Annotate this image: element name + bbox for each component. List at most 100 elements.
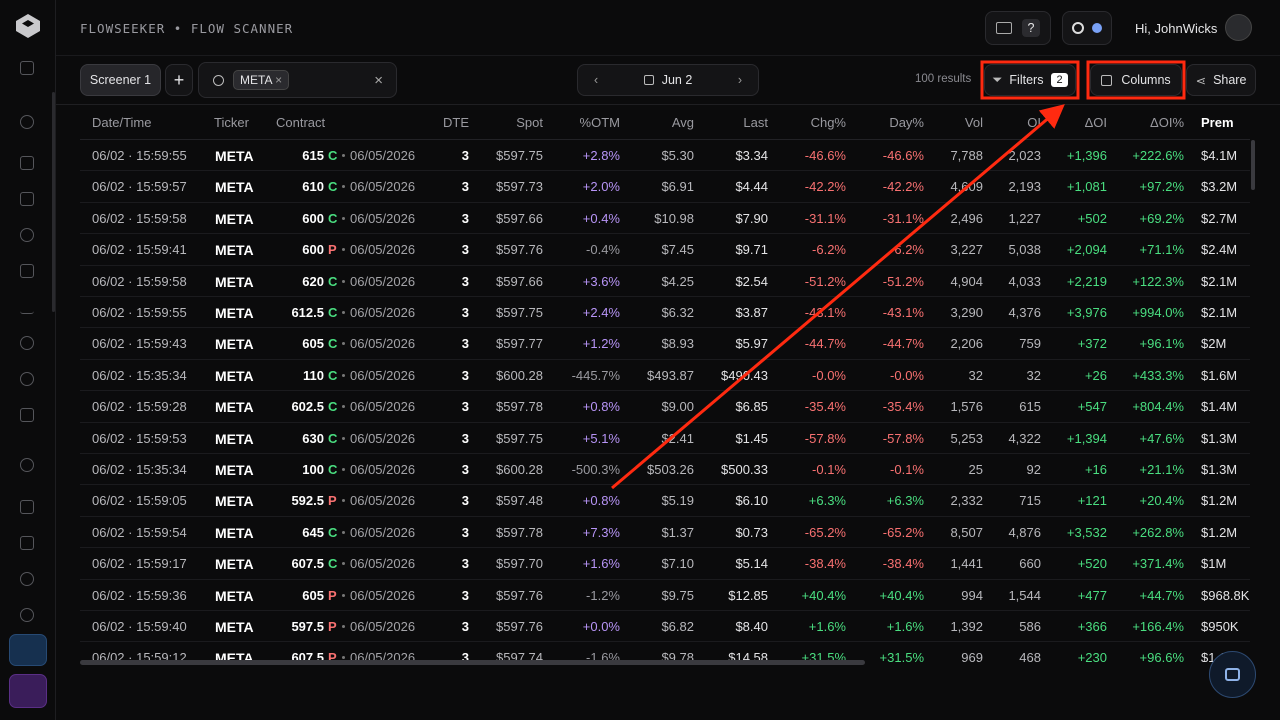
- volume: 32: [968, 367, 983, 383]
- next-date[interactable]: ›: [737, 73, 742, 87]
- filters-button[interactable]: ⏷ Filters 2: [984, 64, 1076, 96]
- sidebar-toggle[interactable]: [20, 61, 34, 75]
- column-header[interactable]: Spot: [516, 115, 543, 130]
- table-row[interactable]: 06/02 · 15:59:54 META 645 C 06/05/2026 3 $597.…: [80, 517, 1250, 549]
- nav-icon[interactable]: [20, 156, 34, 170]
- ticker: META: [215, 399, 254, 416]
- nav-icon[interactable]: [20, 408, 34, 422]
- option-type: P: [328, 493, 337, 509]
- day-chg: -6.2%: [890, 242, 924, 258]
- datetime: 06/02 · 15:59:12: [92, 650, 187, 662]
- column-header[interactable]: Contract: [276, 115, 326, 130]
- expiry: 06/05/2026: [350, 179, 416, 195]
- table-row[interactable]: 06/02 · 15:59:53 META 630 C 06/05/2026 3 $597.…: [80, 423, 1250, 454]
- calendar-icon: [643, 75, 654, 85]
- table-row[interactable]: 06/02 · 15:59:57 META 610 C 06/05/2026 3 $597.…: [80, 171, 1250, 203]
- oi-change: +3,976: [1066, 305, 1107, 320]
- table-row[interactable]: 06/02 · 15:59:58 META 620 C 06/05/2026 3 $597.…: [80, 266, 1250, 297]
- open-interest: 4,376: [1008, 305, 1041, 320]
- option-type: C: [328, 148, 338, 163]
- bot-icon: [1225, 668, 1240, 681]
- nav-icon[interactable]: [20, 336, 34, 350]
- divider: [56, 55, 1280, 56]
- datetime: 06/02 · 15:59:05: [92, 493, 187, 509]
- strike: 620: [302, 273, 324, 289]
- column-header[interactable]: Chg%: [810, 115, 846, 130]
- table-row[interactable]: 06/02 · 15:59:58 META 600 C 06/05/2026 3 $597.…: [80, 203, 1250, 235]
- table-row[interactable]: 06/02 · 15:59:28 META 602.5 C 06/05/2026 3 $59…: [80, 391, 1250, 423]
- table-row[interactable]: 06/02 · 15:59:12 META 607.5 P 06/05/2026 3 $59…: [80, 642, 1250, 662]
- table-row[interactable]: 06/02 · 15:59:55 META 615 C 06/05/2026 3 $597.…: [80, 140, 1250, 172]
- nav-icon[interactable]: [20, 608, 34, 622]
- nav-icon[interactable]: [20, 300, 34, 314]
- open-interest: 32: [1026, 367, 1041, 383]
- column-header[interactable]: Prem: [1201, 115, 1234, 130]
- prev-date[interactable]: ‹: [594, 73, 599, 87]
- table-row[interactable]: 06/02 · 15:59:40 META 597.5 P 06/05/2026 3 $59…: [80, 611, 1250, 643]
- table-row[interactable]: 06/02 · 15:35:34 META 100 C 06/05/2026 3 $600.…: [80, 454, 1250, 486]
- columns-button[interactable]: Columns: [1090, 64, 1182, 96]
- chip-remove[interactable]: ×: [275, 73, 283, 87]
- column-header[interactable]: Day%: [889, 115, 924, 130]
- otm: +0.4%: [582, 210, 620, 226]
- separator-dot: [342, 499, 345, 503]
- oi-change: +520: [1077, 556, 1107, 572]
- column-header[interactable]: Avg: [671, 115, 694, 130]
- share-button[interactable]: ⋖ Share: [1186, 64, 1256, 96]
- dte: 3: [461, 242, 469, 258]
- screener-tab[interactable]: Screener 1: [80, 64, 161, 96]
- clear-search[interactable]: ×: [374, 71, 383, 89]
- day-chg: -57.8%: [882, 430, 924, 446]
- ticker-chip[interactable]: META ×: [233, 70, 290, 90]
- nav-icon[interactable]: [20, 500, 34, 514]
- column-header[interactable]: DTE: [443, 115, 469, 130]
- date-picker[interactable]: ‹ Jun 2 ›: [577, 64, 759, 96]
- last: $6.85: [735, 399, 768, 415]
- nav-icon[interactable]: [20, 115, 34, 129]
- help-button[interactable]: [9, 674, 47, 708]
- nav-icon[interactable]: [20, 536, 34, 550]
- avatar[interactable]: [1225, 14, 1252, 41]
- table-row[interactable]: 06/02 · 15:59:17 META 607.5 C 06/05/2026 3 $59…: [80, 548, 1250, 580]
- nav-icon[interactable]: [20, 572, 34, 586]
- column-header[interactable]: Date/Time: [92, 115, 152, 130]
- column-header[interactable]: Last: [743, 115, 768, 130]
- chg: -35.4%: [804, 399, 846, 415]
- column-header[interactable]: ΔOI%: [1150, 115, 1184, 130]
- nav-icon[interactable]: [20, 264, 34, 278]
- table-row[interactable]: 06/02 · 15:59:41 META 600 P 06/05/2026 3 $597.…: [80, 234, 1250, 266]
- search-box[interactable]: META × ×: [198, 62, 397, 98]
- logo[interactable]: [14, 12, 42, 40]
- table-row[interactable]: 06/02 · 15:59:55 META 612.5 C 06/05/2026 3 $59…: [80, 297, 1250, 329]
- docs-button[interactable]: [9, 634, 47, 666]
- nav-icon[interactable]: [20, 228, 34, 242]
- chg: -51.2%: [804, 273, 846, 289]
- theme-toggle[interactable]: [1062, 11, 1112, 45]
- premium: $2.7M: [1201, 210, 1238, 226]
- datetime: 06/02 · 15:59:40: [92, 619, 187, 634]
- avg: $493.87: [647, 367, 694, 383]
- dte: 3: [461, 367, 469, 383]
- assistant-button[interactable]: [1209, 651, 1256, 698]
- table-row[interactable]: 06/02 · 15:59:05 META 592.5 P 06/05/2026 3 $59…: [80, 485, 1250, 517]
- column-header[interactable]: %OTM: [579, 115, 620, 130]
- strike: 602.5: [291, 399, 324, 415]
- keyboard-help[interactable]: ?: [985, 11, 1051, 45]
- column-header[interactable]: ΔOI: [1084, 115, 1107, 130]
- column-header[interactable]: OI: [1027, 115, 1041, 130]
- nav-icon[interactable]: [20, 192, 34, 206]
- option-type: C: [328, 462, 338, 477]
- nav-icon[interactable]: [20, 372, 34, 386]
- open-interest: 715: [1019, 493, 1041, 509]
- nav-icon[interactable]: [20, 458, 34, 472]
- table-row[interactable]: 06/02 · 15:35:34 META 110 C 06/05/2026 3 $600.…: [80, 360, 1250, 392]
- add-tab[interactable]: +: [165, 64, 193, 96]
- column-header[interactable]: Vol: [964, 115, 983, 130]
- table-row[interactable]: 06/02 · 15:59:36 META 605 P 06/05/2026 3 $597.…: [80, 580, 1250, 611]
- spot: $597.75: [496, 305, 543, 320]
- column-header[interactable]: Ticker: [214, 115, 249, 130]
- separator-dot: [342, 656, 345, 660]
- datetime: 06/02 · 15:59:58: [92, 210, 187, 226]
- open-interest: 468: [1019, 650, 1041, 662]
- table-row[interactable]: 06/02 · 15:59:43 META 605 C 06/05/2026 3 $597.…: [80, 328, 1250, 360]
